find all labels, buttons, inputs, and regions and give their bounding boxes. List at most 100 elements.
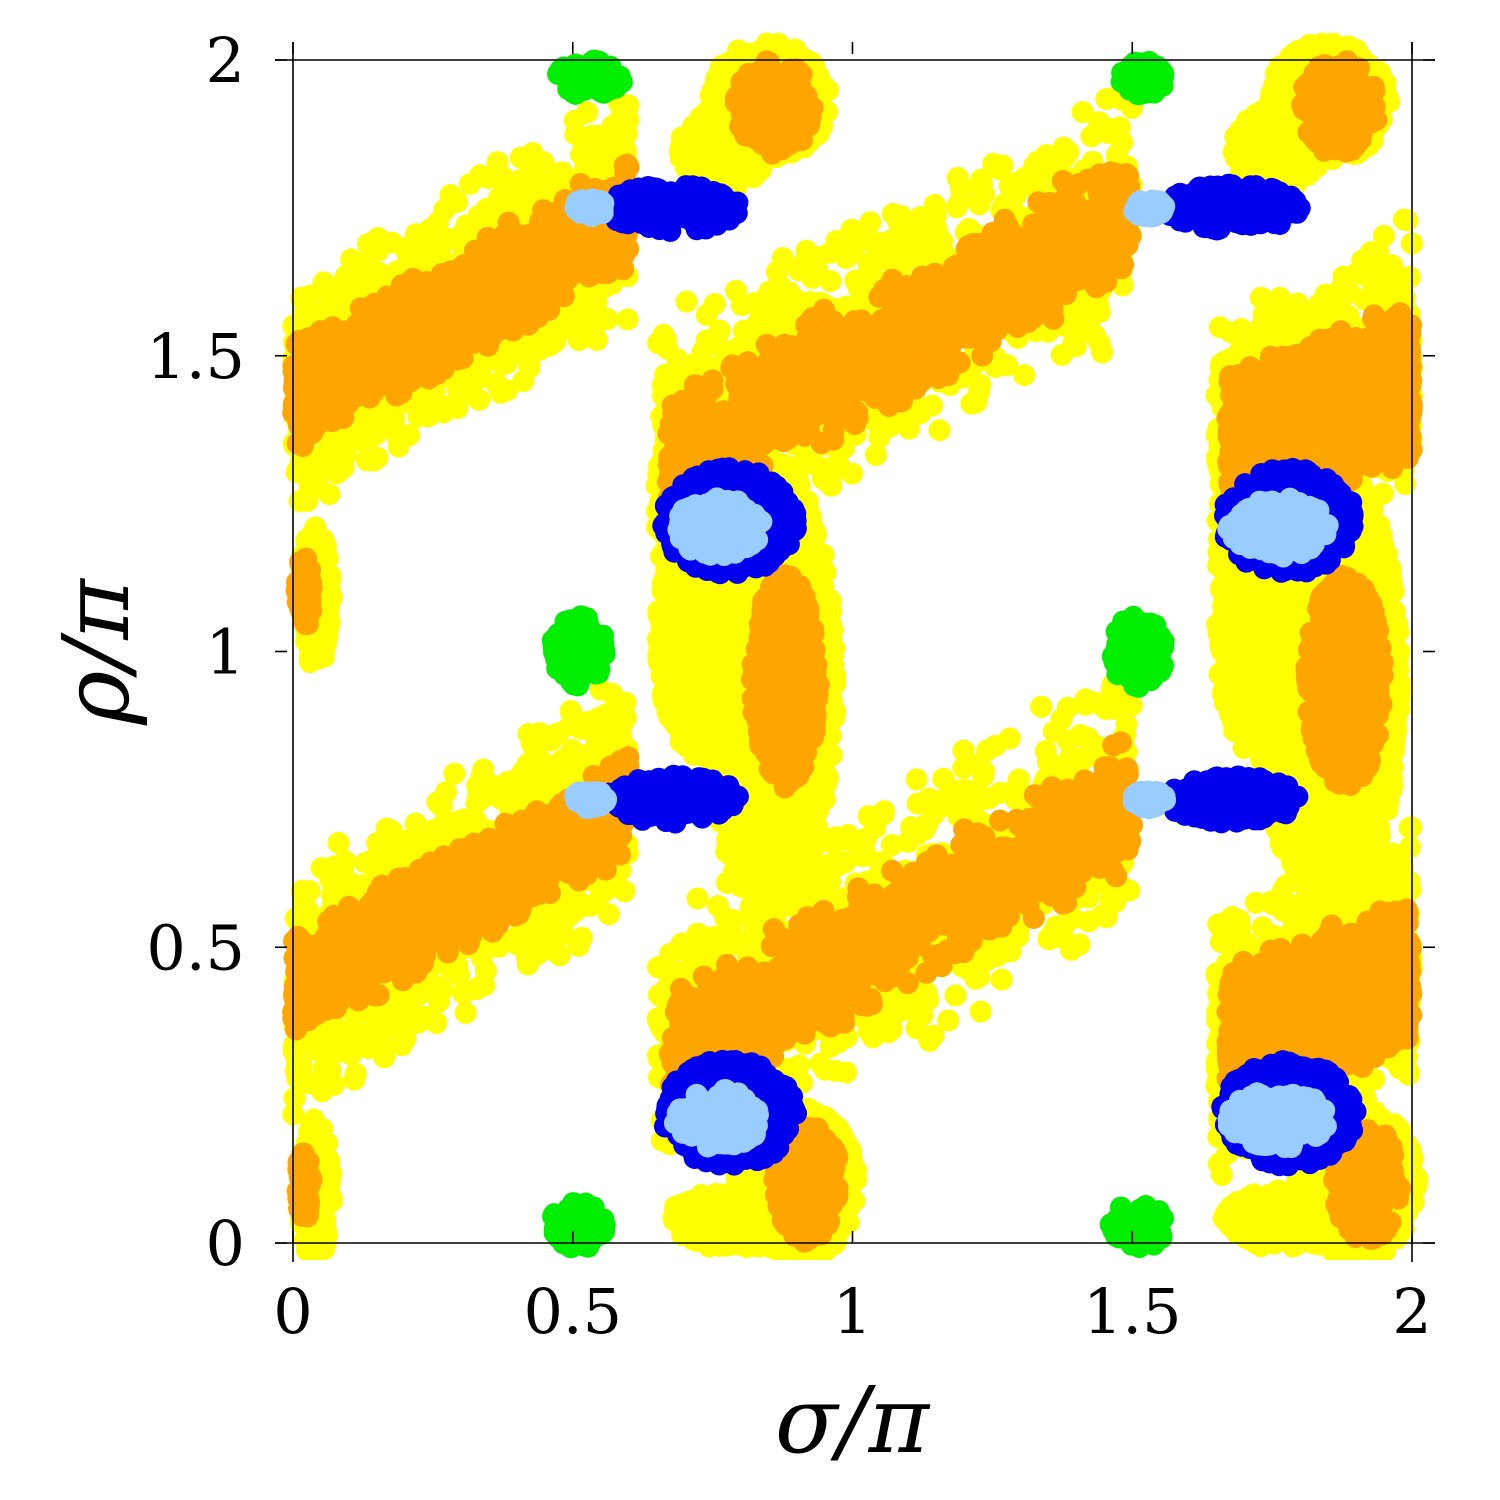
data-point <box>548 944 571 967</box>
data-point <box>1037 927 1060 950</box>
data-point <box>807 456 830 479</box>
data-point <box>284 907 307 930</box>
data-point <box>895 250 918 273</box>
data-point <box>544 724 567 747</box>
data-point <box>559 700 582 723</box>
data-point <box>646 956 669 979</box>
data-point <box>512 370 535 393</box>
data-point <box>600 682 623 705</box>
data-point <box>396 833 419 856</box>
data-point <box>318 1027 341 1050</box>
data-point <box>691 340 714 363</box>
data-point <box>998 727 1021 750</box>
data-point <box>455 214 478 237</box>
data-point <box>916 210 939 233</box>
data-point <box>990 968 1013 991</box>
data-point <box>1030 695 1053 718</box>
data-point <box>291 488 314 511</box>
data-point <box>970 177 993 200</box>
data-point <box>320 883 343 906</box>
data-point <box>988 158 1011 181</box>
data-point <box>373 1046 396 1069</box>
data-point <box>435 781 458 804</box>
data-point <box>795 239 818 262</box>
data-point <box>544 330 567 353</box>
data-point <box>872 803 895 826</box>
data-point <box>519 921 542 944</box>
data-point <box>443 762 466 785</box>
data-point <box>1214 931 1237 954</box>
data-point <box>551 161 574 184</box>
data-point <box>378 411 401 434</box>
data-point <box>387 435 410 458</box>
data-point <box>686 887 709 910</box>
data-point <box>425 1011 448 1034</box>
data-point <box>435 821 458 844</box>
data-point <box>922 1024 945 1047</box>
data-point <box>889 1000 912 1023</box>
data-point <box>1400 816 1423 839</box>
data-point <box>695 926 718 949</box>
data-point <box>864 444 887 467</box>
data-point <box>894 220 917 243</box>
data-point <box>486 151 509 174</box>
data-point <box>844 269 867 292</box>
data-point <box>552 923 575 946</box>
data-point <box>1053 146 1076 169</box>
data-point <box>944 984 967 1007</box>
data-point <box>571 306 594 329</box>
data-point <box>800 259 823 282</box>
data-point <box>862 249 885 272</box>
data-point <box>989 781 1012 804</box>
data-point <box>788 1054 811 1077</box>
data-point <box>572 744 595 767</box>
data-point <box>438 227 461 250</box>
data-point <box>301 1072 324 1095</box>
data-point <box>602 717 625 740</box>
data-point <box>355 449 378 472</box>
data-point <box>518 349 541 372</box>
data-point <box>1050 708 1073 731</box>
data-point <box>570 926 593 949</box>
data-point <box>671 938 694 961</box>
data-point <box>569 717 592 740</box>
data-point <box>292 890 315 913</box>
data-point <box>343 1068 366 1091</box>
data-point <box>613 880 636 903</box>
data-point <box>1244 891 1267 914</box>
data-point <box>509 789 532 812</box>
data-point <box>1071 101 1094 124</box>
data-point <box>913 814 936 837</box>
data-point <box>310 857 333 880</box>
data-point <box>995 940 1018 963</box>
data-point <box>758 280 781 303</box>
data-point <box>935 786 958 809</box>
data-point <box>911 1003 934 1026</box>
data-point <box>617 108 640 131</box>
data-point <box>898 417 921 440</box>
data-point <box>1007 178 1030 201</box>
data-point <box>318 448 341 471</box>
data-point <box>1120 694 1143 717</box>
data-point <box>527 746 550 769</box>
data-point <box>299 284 322 307</box>
data-point <box>1023 155 1046 178</box>
data-point <box>528 939 551 962</box>
data-point <box>590 877 613 900</box>
data-point <box>945 196 968 219</box>
data-point <box>454 1001 477 1024</box>
data-point <box>919 233 942 256</box>
data-point <box>319 1059 342 1082</box>
data-point <box>969 1000 992 1023</box>
data-point <box>391 1015 414 1038</box>
data-point <box>717 919 740 942</box>
data-point <box>492 173 515 196</box>
data-point <box>1050 343 1073 366</box>
data-point <box>284 1059 307 1082</box>
data-point <box>905 768 928 791</box>
data-point <box>820 474 843 497</box>
data-point <box>552 755 575 778</box>
data-point <box>469 164 492 187</box>
data-point <box>1080 125 1103 148</box>
data-point <box>586 124 609 147</box>
